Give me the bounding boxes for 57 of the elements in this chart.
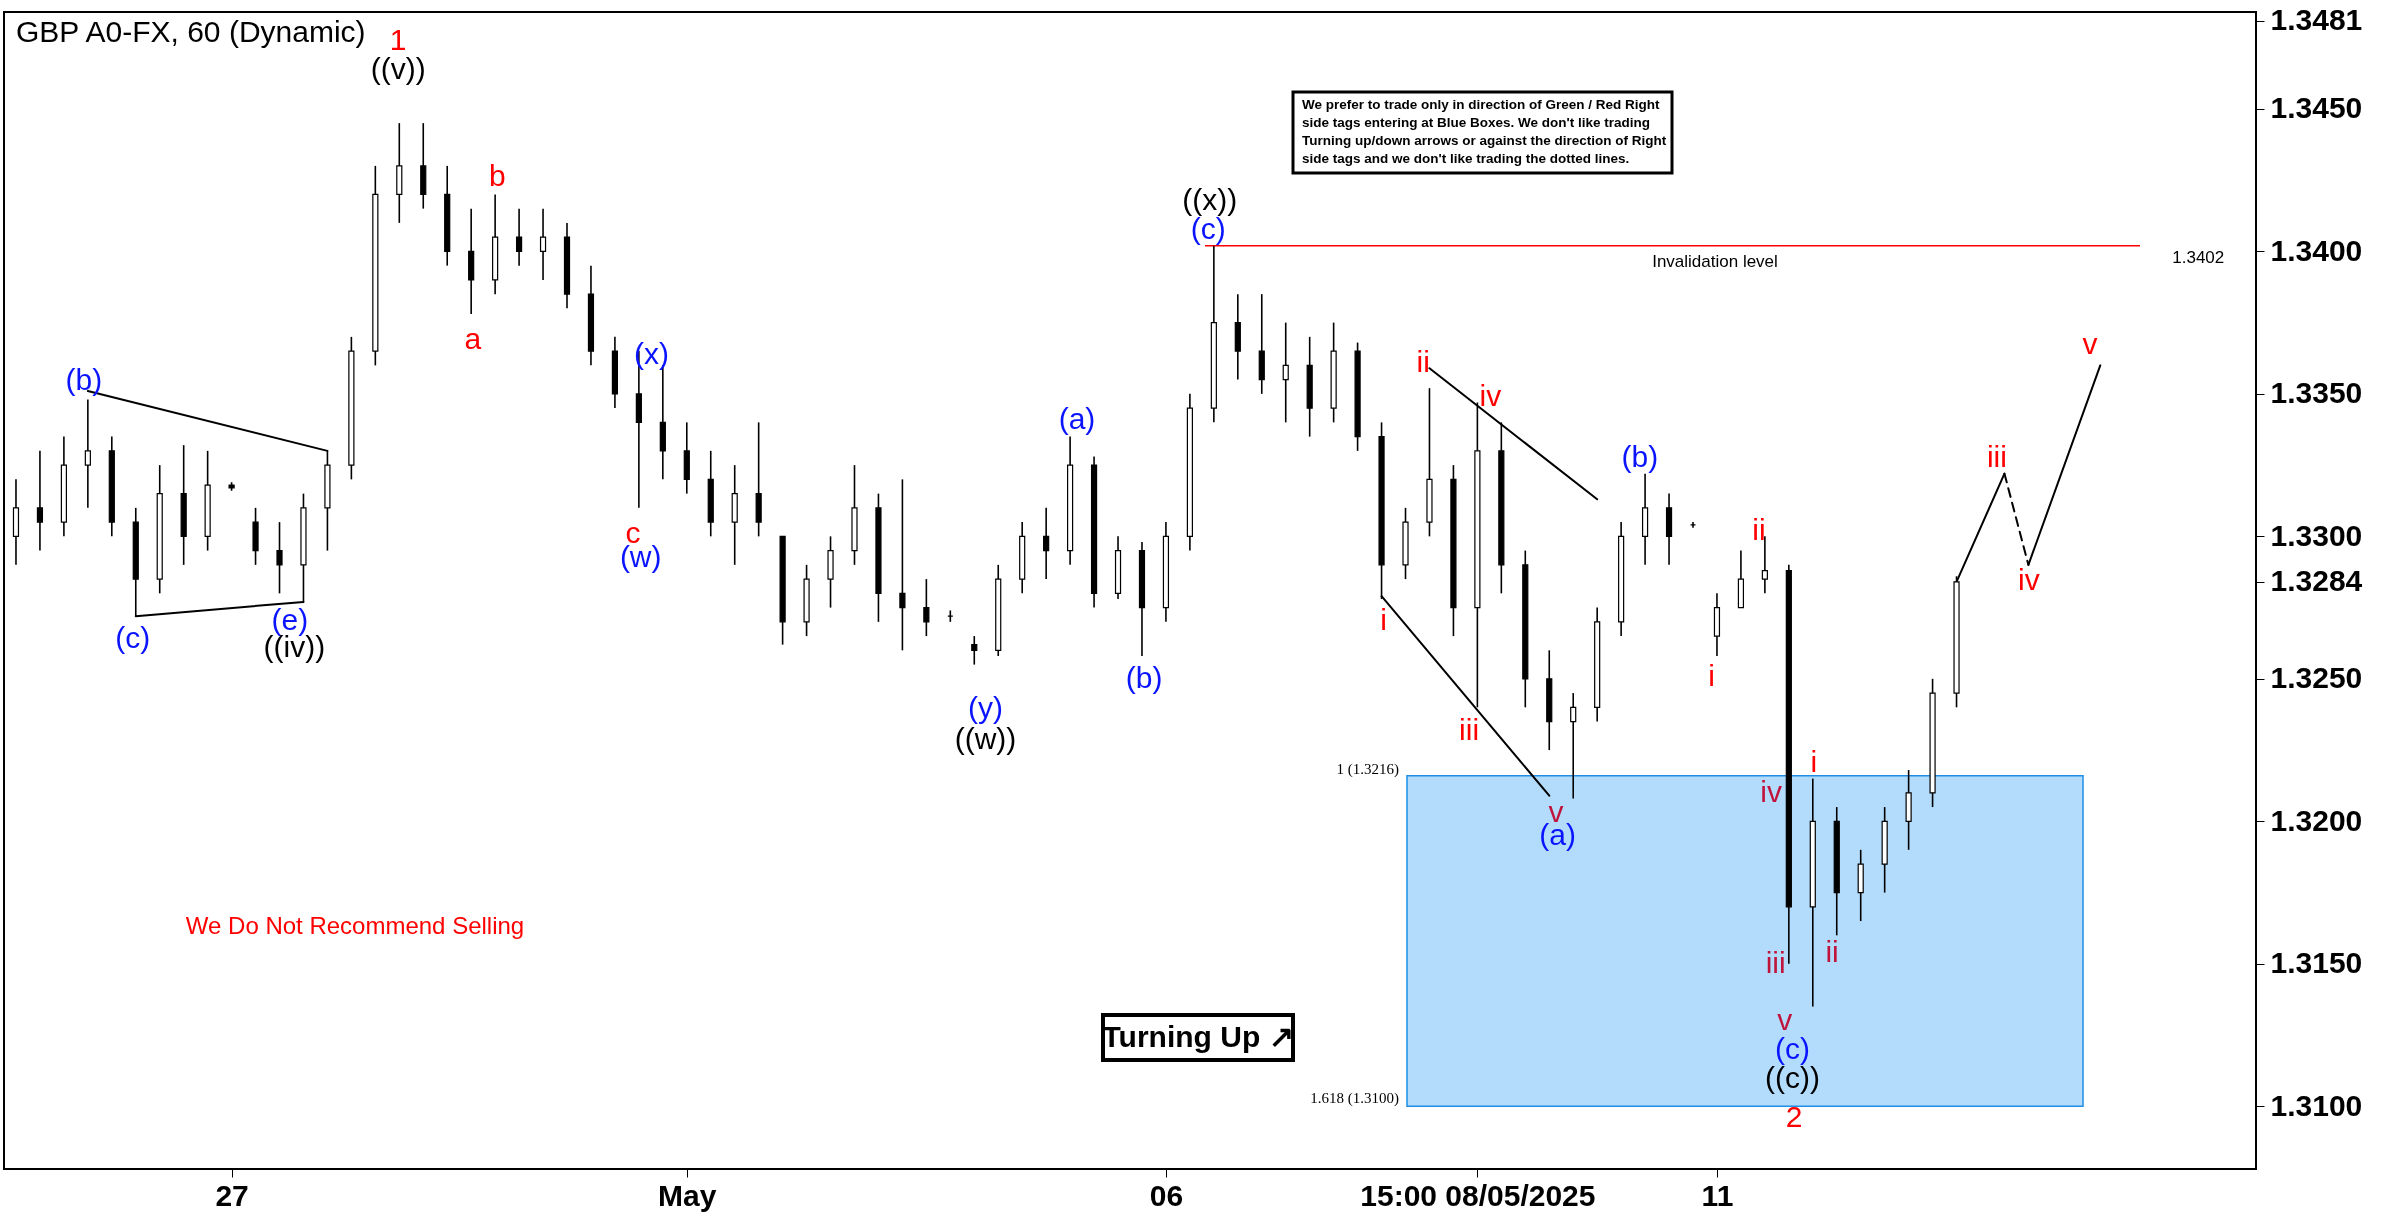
annotation: iii: [1986, 439, 2007, 473]
candlestick: [1043, 507, 1050, 580]
x-tick-label: May: [658, 1178, 717, 1212]
x-tick-label: 15:00 08/05/2025: [1360, 1178, 1596, 1212]
annotation: b: [488, 158, 506, 192]
candlestick: [84, 398, 91, 509]
y-tick-label: 1.3250: [2270, 661, 2363, 695]
x-tick-label: 27: [215, 1178, 249, 1212]
y-tick-label: 1.3200: [2270, 803, 2363, 837]
annotation: i: [1380, 602, 1387, 636]
y-tick-label: 1.3450: [2270, 91, 2363, 125]
annotation: 2: [1785, 1100, 1803, 1134]
annotation: i: [1810, 744, 1818, 778]
candlestick: [1282, 321, 1289, 424]
y-tick-label: 1.3481: [2270, 3, 2363, 37]
annotation: ii: [1416, 345, 1430, 379]
annotation: v: [1777, 1002, 1793, 1036]
annotation: Turning Up ↗: [1102, 1020, 1294, 1053]
candlestick: [276, 521, 283, 595]
annotation: 1 (1.3216): [1336, 760, 1399, 778]
annotation: iv: [1760, 775, 1782, 809]
annotation: (a): [1058, 401, 1096, 435]
annotation: iv: [2018, 563, 2040, 597]
y-tick-label: 1.3400: [2270, 233, 2363, 267]
annotation: (b): [1621, 439, 1659, 473]
annotation: We prefer to trade only in direction of Green / Red Right side tags entering at Blue Boxes. We don't like trading Turning up/down arrows or against the direction of Right side tags and we don't like trading the dotted lines.: [1302, 97, 1667, 166]
ref-line-label: Invalidation level: [1652, 251, 1778, 271]
annotation: (x): [633, 337, 669, 371]
candlestick: [899, 478, 906, 652]
y-tick-label: 1.3350: [2270, 376, 2363, 410]
annotation: We Do Not Recommend Selling: [185, 912, 525, 939]
annotation: 1.3402: [2172, 247, 2225, 267]
annotation: (b): [65, 363, 103, 397]
candlestick: [923, 578, 930, 637]
candlestick: [1570, 692, 1577, 800]
annotation: v: [2082, 326, 2098, 360]
annotation: i: [1708, 659, 1715, 693]
y-tick-label: 1.3100: [2270, 1088, 2363, 1122]
annotation: 1.618 (1.3100): [1310, 1090, 1399, 1108]
x-tick-label: 06: [1149, 1178, 1184, 1212]
annotation: ii: [1752, 512, 1766, 546]
y-tick-label: 1.3284: [2270, 564, 2363, 598]
annotation: a: [464, 322, 482, 356]
x-tick-label: 11: [1701, 1178, 1734, 1212]
annotation: (b): [1125, 660, 1163, 694]
y-tick-label: 1.3150: [2270, 946, 2363, 980]
annotation: iv: [1479, 378, 1502, 412]
candlestick: [36, 450, 44, 552]
candlestick: [515, 207, 523, 267]
candlestick: [539, 207, 547, 281]
annotation: iii: [1765, 946, 1786, 980]
y-tick-label: 1.3300: [2270, 518, 2363, 552]
annotation: iii: [1459, 712, 1480, 746]
chart-title: GBP A0-FX, 60 (Dynamic): [16, 15, 366, 48]
candlestick: [971, 635, 978, 666]
annotation: (c): [115, 621, 151, 655]
annotation: ii: [1825, 935, 1839, 969]
